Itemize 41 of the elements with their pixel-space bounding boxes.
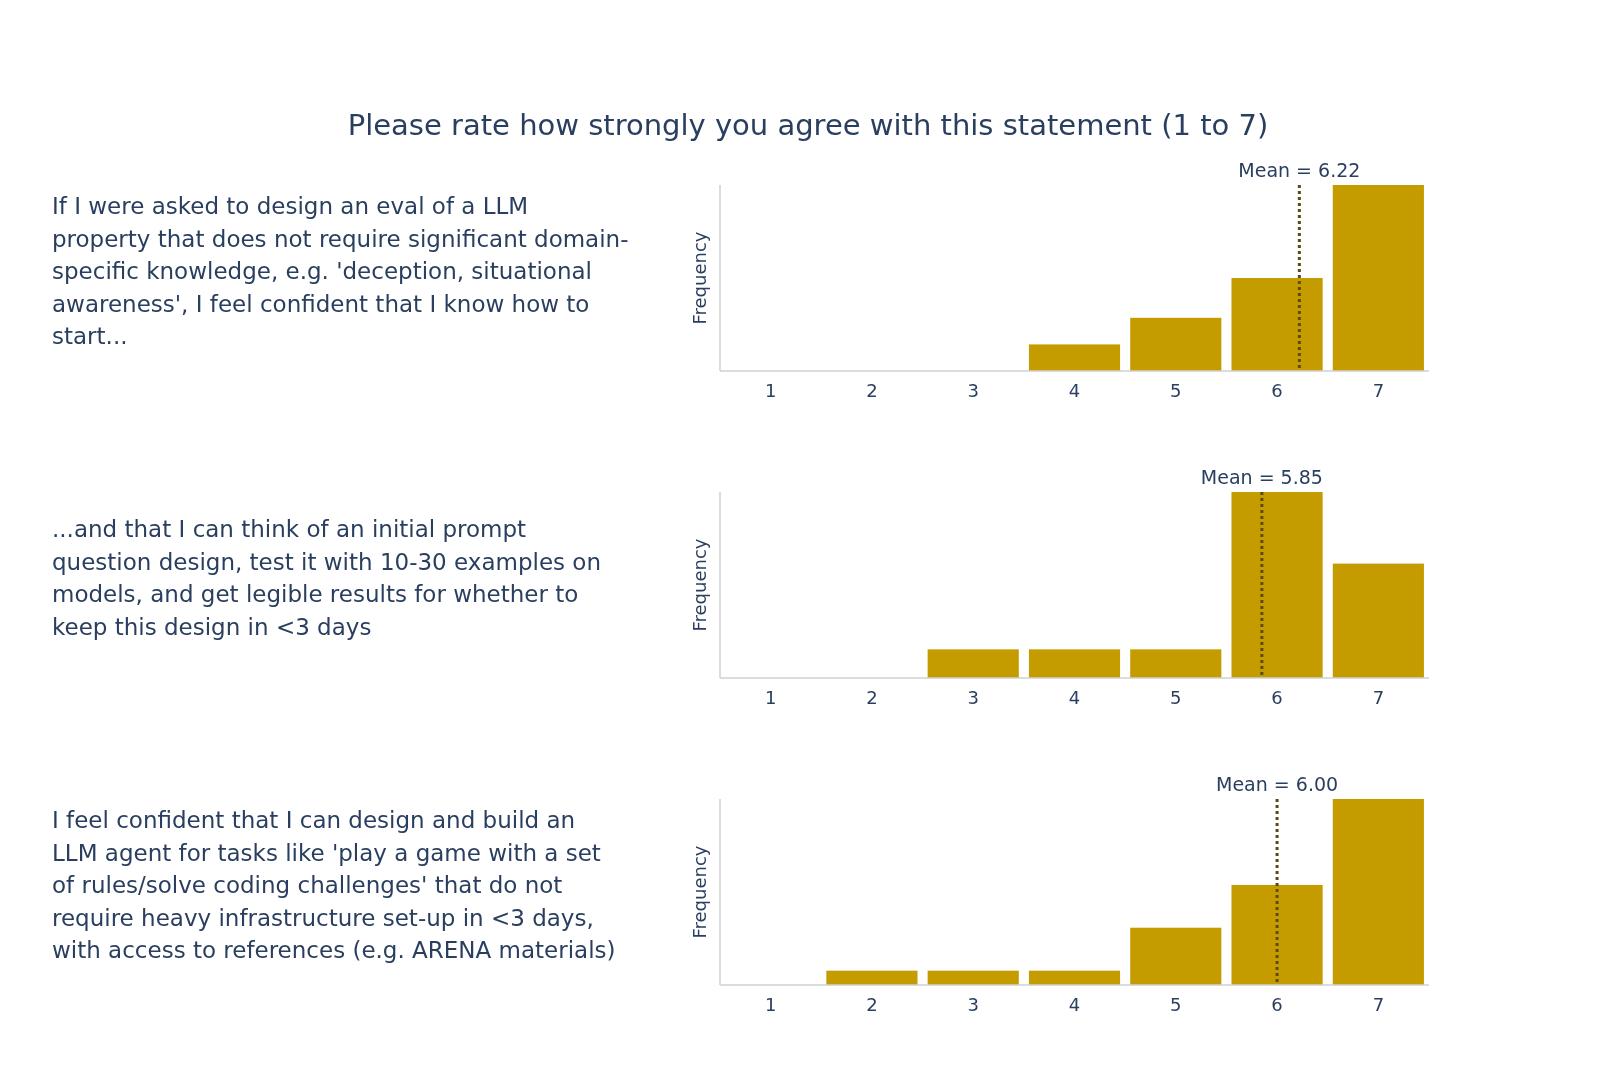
x-tick-label: 3 [967, 994, 979, 1015]
x-tick-label: 4 [1068, 994, 1081, 1015]
bar [1130, 317, 1222, 371]
text: If I were asked to design an eval of a LLM property that does not require significant domain- specific knowledge, e.g. 'deception, situational awareness', I feel confident that I know how to start... [52, 193, 629, 349]
text: ...and that I can think of an initial prompt question design, test it with 10-30 examples on models, and get legible results for whether to keep this design in <3 days [52, 516, 601, 640]
bar [927, 970, 1019, 985]
x-tick-label: 1 [764, 380, 777, 401]
ref-line-label: Mean = 6.00 [1216, 773, 1339, 795]
x-tick-label: 2 [866, 380, 878, 401]
chart-title: Please rate how strongly you agree with this statement (1 to 7) [347, 108, 1269, 142]
ref-line-label: Mean = 6.22 [1238, 159, 1361, 181]
ref-line-label: Mean = 5.85 [1200, 466, 1323, 488]
bar [1028, 344, 1121, 371]
x-tick-label: 5 [1170, 380, 1182, 401]
x-tick-label: 6 [1271, 994, 1283, 1015]
x-tick-label: 1 [764, 994, 777, 1015]
y-axis-title: Frequency [689, 538, 710, 632]
x-tick-label: 7 [1372, 687, 1385, 708]
x-tick-label: 3 [967, 687, 979, 708]
x-tick-label: 1 [764, 687, 777, 708]
y-axis-title: Frequency [689, 845, 710, 939]
x-tick-label: 5 [1170, 687, 1182, 708]
x-tick-label: 4 [1068, 380, 1081, 401]
x-tick-label: 4 [1068, 687, 1081, 708]
x-tick-label: 6 [1271, 687, 1283, 708]
x-tick-label: 3 [967, 380, 979, 401]
y-axis-title: Frequency [689, 231, 710, 325]
bar [1332, 799, 1424, 985]
bar [826, 970, 918, 985]
x-tick-label: 2 [866, 994, 878, 1015]
x-tick-label: 7 [1372, 994, 1385, 1015]
x-tick-label: 7 [1372, 380, 1385, 401]
x-tick-label: 6 [1271, 380, 1283, 401]
bar [1130, 927, 1222, 985]
text: I feel confident that I can design and build an LLM agent for tasks like 'play a game with a set of rules/solve coding challenges' that do not require heavy infrastructure set-up in <3 days, with access to references (e.g. ARENA materials) [52, 807, 616, 963]
bar [1028, 970, 1121, 985]
bar [1332, 185, 1424, 371]
bar [1231, 278, 1323, 371]
bar [1231, 884, 1323, 985]
x-tick-label: 5 [1170, 994, 1182, 1015]
x-tick-label: 2 [866, 687, 878, 708]
